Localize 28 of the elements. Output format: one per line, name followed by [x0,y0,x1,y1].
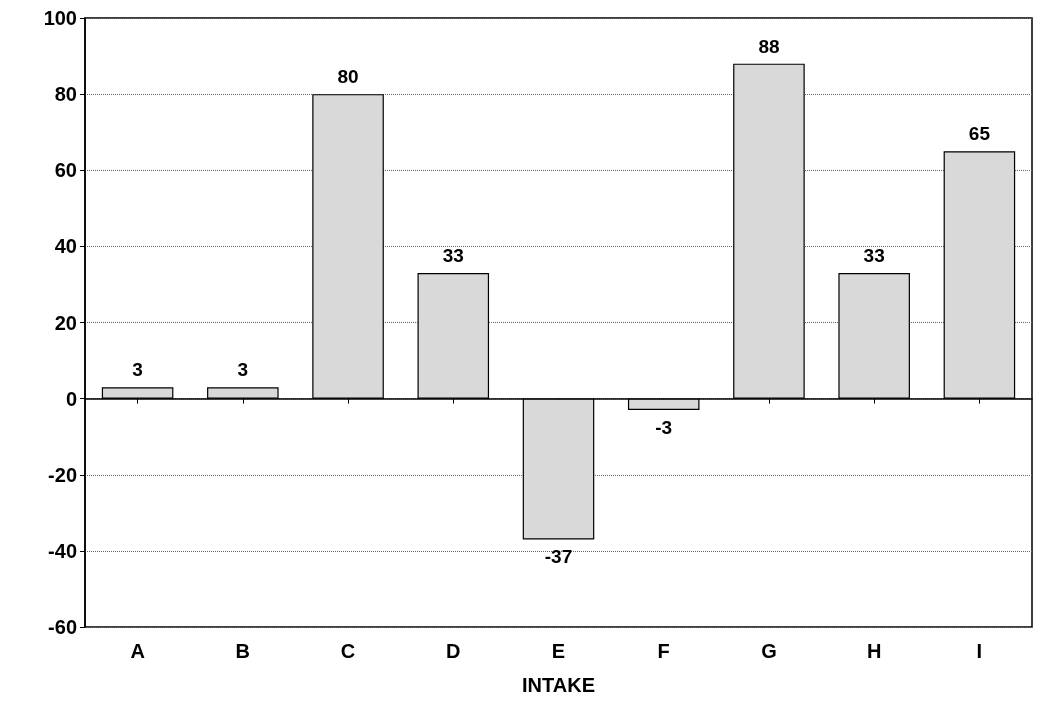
y-tick-label: 40 [54,235,77,258]
data-label: 3 [132,359,143,381]
x-tick-label: I [976,640,983,662]
y-tick-label: 80 [54,83,77,106]
data-label: 33 [442,245,464,267]
data-label: 33 [863,245,885,267]
x-tick-label: F [657,640,670,662]
data-label: -37 [544,546,573,568]
y-tick-label: 20 [54,311,77,334]
data-label: 88 [758,35,780,57]
y-tick-label: -40 [48,539,77,562]
data-label: 3 [237,359,249,381]
x-axis-title: INTAKE [522,674,595,696]
y-tick-label: -60 [48,616,77,638]
x-tick-label: A [130,640,145,662]
y-tick-label: 100 [43,7,77,29]
y-tick-label: -20 [48,463,77,486]
x-tick-label: C [340,640,356,662]
y-tick-label: 0 [65,387,77,410]
x-tick-label: E [551,640,566,662]
data-label: 80 [337,66,359,88]
data-label: 65 [968,123,991,145]
x-tick-label: B [235,640,251,662]
x-tick-label: H [866,640,882,662]
x-tick-label: G [761,640,777,662]
y-tick-label: 60 [54,159,77,182]
data-label: -3 [655,417,673,439]
x-tick-label: D [446,640,461,662]
